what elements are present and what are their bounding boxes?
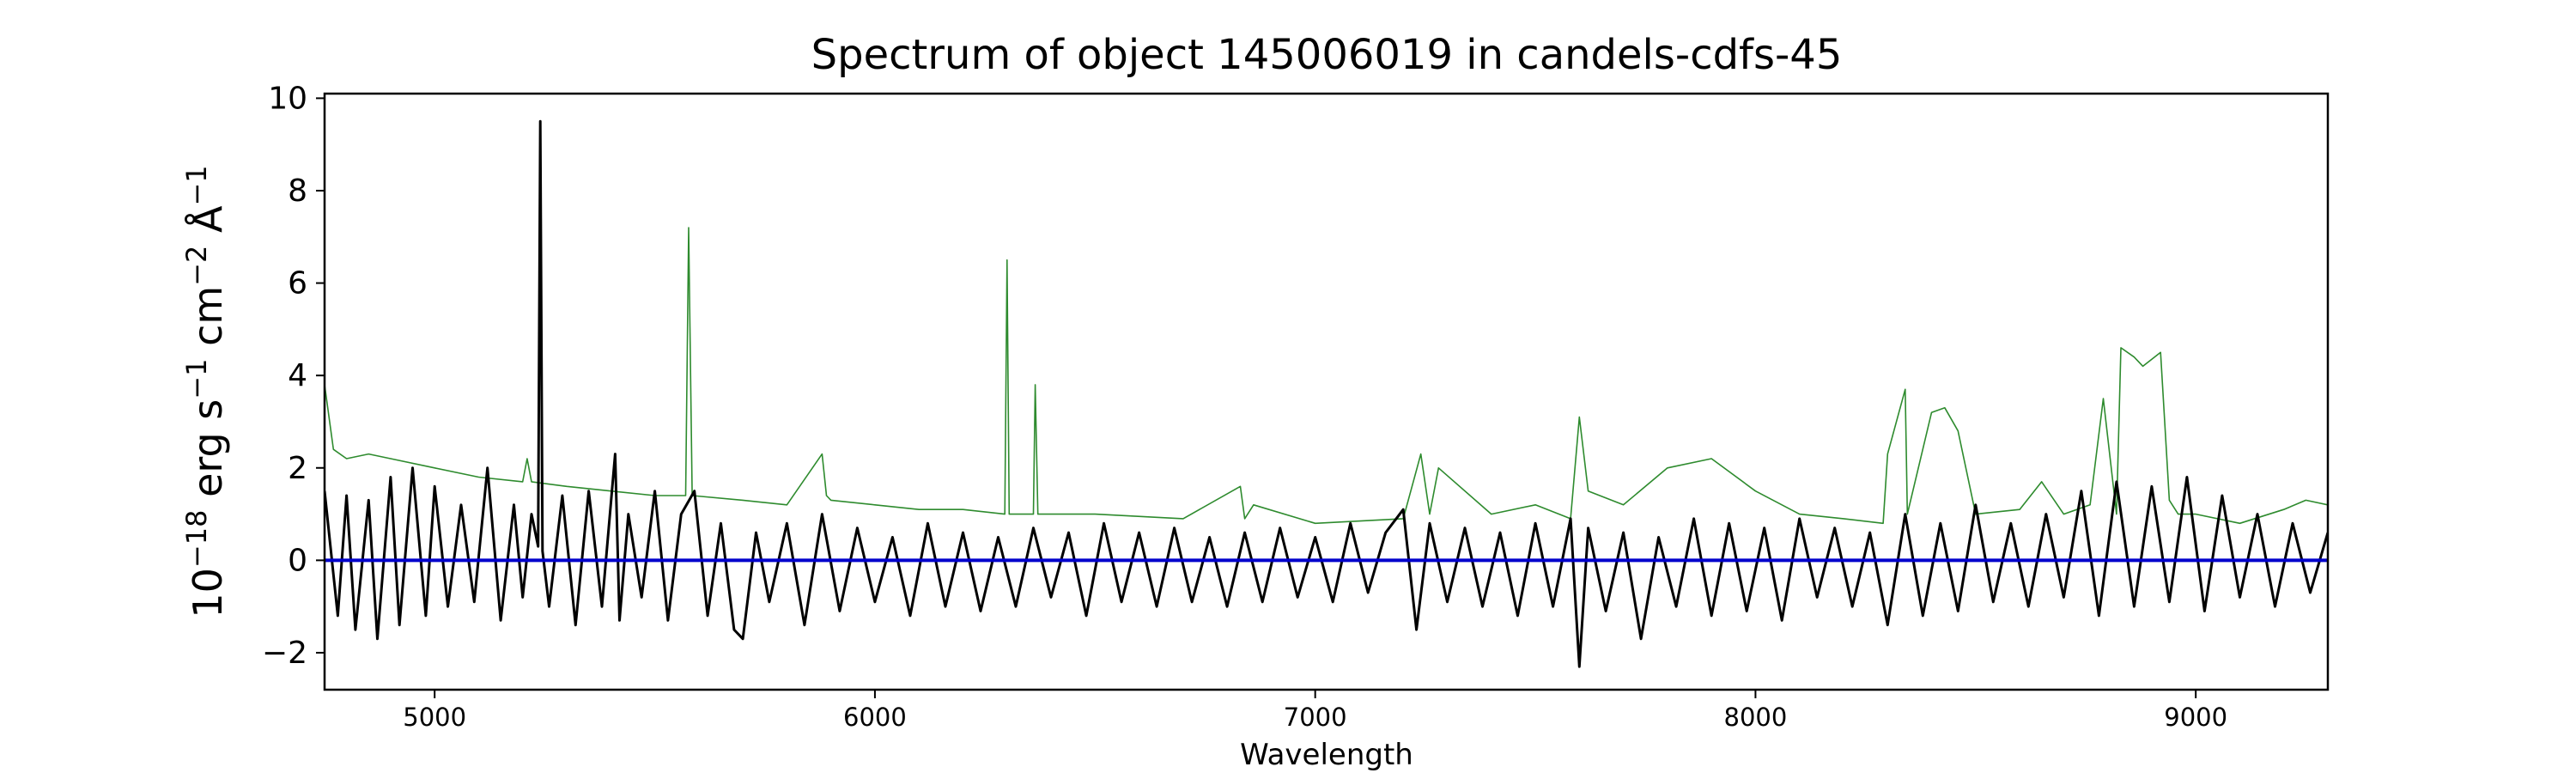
y-tick-label: 6 [288, 266, 307, 301]
ticks-layer: 5000 6000 7000 8000 9000 −2 0 2 4 6 8 10 [262, 81, 2227, 732]
ylabel-exp1: −18 [180, 510, 213, 569]
ylabel-base: 10 [185, 568, 231, 618]
series-line-flux [325, 119, 2328, 668]
plot-area: 5000 6000 7000 8000 9000 −2 0 2 4 6 8 10 [262, 81, 2330, 732]
series-line-sky [325, 227, 2328, 525]
ylabel-exp4: −1 [180, 165, 213, 205]
series-layer [325, 119, 2328, 668]
ylabel-mid1: erg s [185, 399, 231, 510]
y-axis-label: 10−18 erg s−1 cm−2 Å−1 [180, 165, 231, 618]
ylabel-mid3: Å [185, 205, 231, 246]
ylabel-exp3: −2 [180, 246, 213, 286]
y-tick-label: 4 [288, 358, 307, 393]
chart-title: Spectrum of object 145006019 in candels-… [811, 31, 1843, 79]
y-tick-label: 8 [288, 173, 307, 209]
ylabel-exp2: −1 [180, 359, 213, 399]
ylabel-mid2: cm [185, 286, 231, 359]
y-tick-label: 2 [288, 451, 307, 486]
x-tick-label: 9000 [2164, 703, 2227, 732]
y-tick-label: −2 [262, 636, 307, 671]
y-tick-label: 0 [288, 543, 307, 578]
y-tick-label: 10 [268, 81, 307, 116]
x-axis-label: Wavelength [1240, 738, 1413, 772]
x-tick-label: 5000 [403, 703, 466, 732]
x-tick-label: 6000 [843, 703, 907, 732]
plot-frame [323, 92, 2330, 691]
x-tick-label: 8000 [1724, 703, 1788, 732]
x-tick-label: 7000 [1284, 703, 1347, 732]
